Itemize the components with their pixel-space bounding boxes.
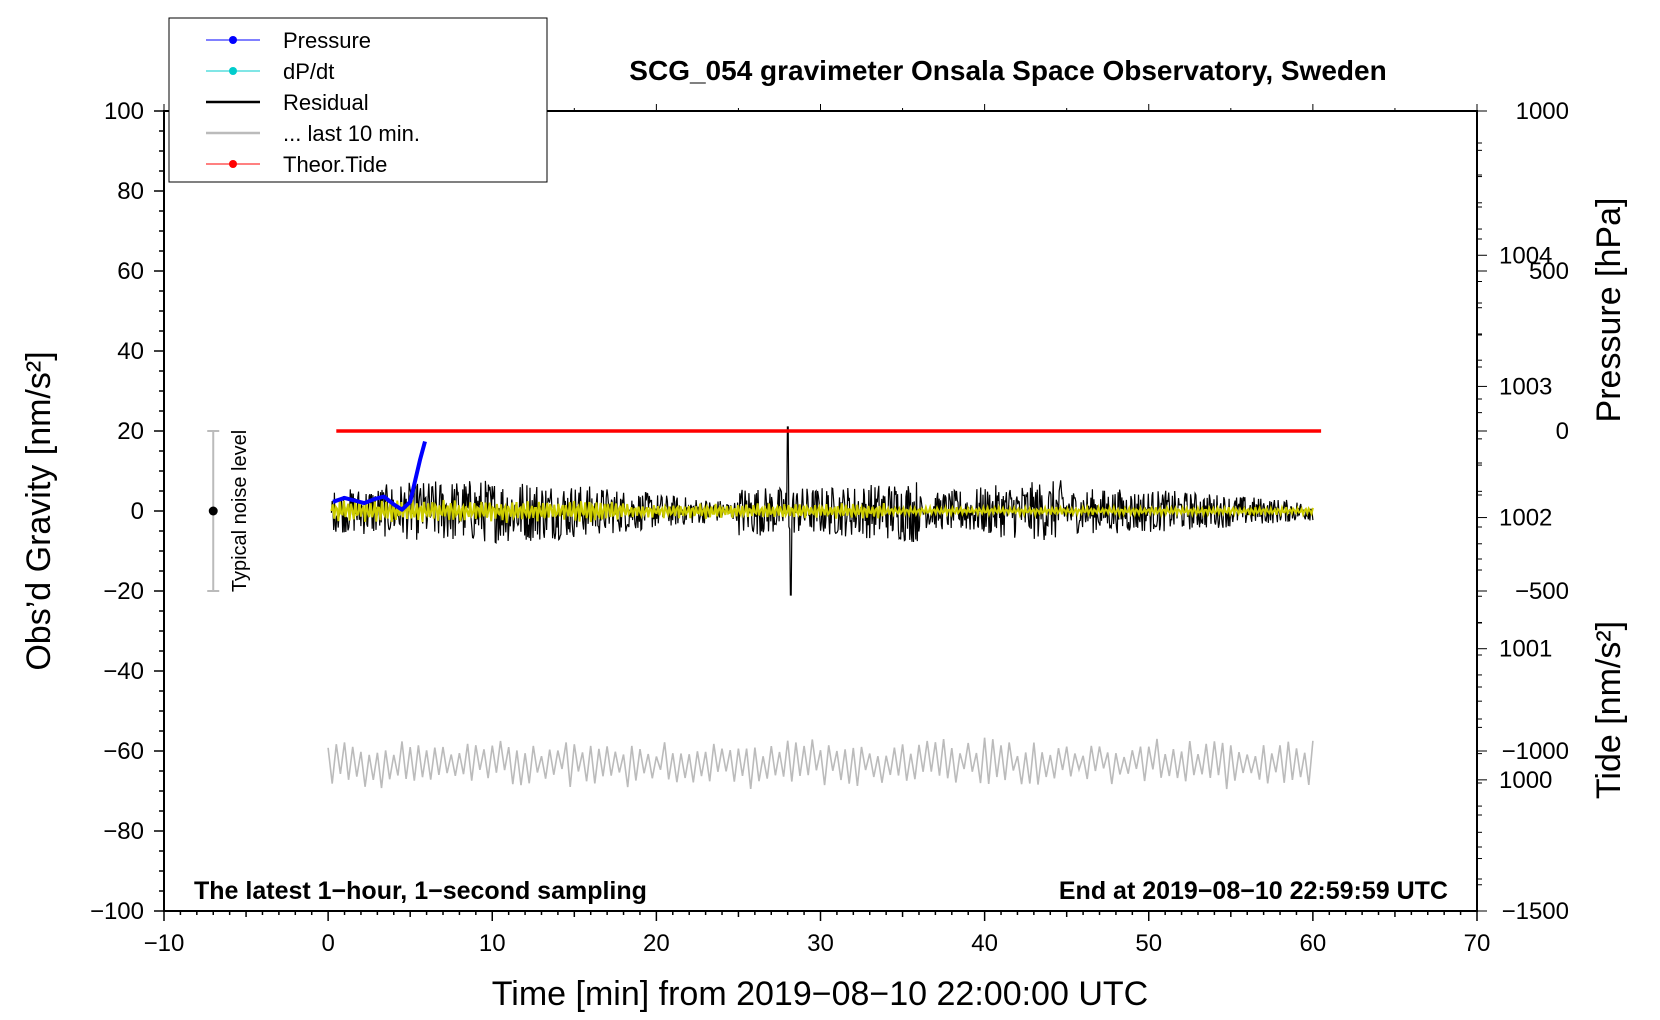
x-tick-label: 60	[1300, 930, 1327, 957]
noise-bar-center-dot	[208, 506, 218, 516]
y-tick-label: −60	[103, 738, 144, 765]
noise-level-label: Typical noise level	[229, 430, 251, 592]
legend-box	[168, 17, 548, 183]
plot-frame	[163, 110, 1478, 912]
y-tick-label: 80	[117, 178, 144, 205]
annotation-bottom-right: End at 2019−08−10 22:59:59 UTC	[1059, 877, 1448, 905]
labels-layer: −10 0 10 20 30 40 50 60 70100806040200−20−40−60−…	[90, 98, 1569, 957]
x-tick-label: 40	[971, 930, 998, 957]
chart-title: SCG_054 gravimeter Onsala Space Observat…	[629, 55, 1386, 86]
pressure-tick-label: 1000	[1499, 767, 1552, 794]
y-tick-label: −80	[103, 818, 144, 845]
y-tick-label: −20	[103, 578, 144, 605]
tide-tick-label: −500	[1515, 578, 1569, 605]
y-axis-label-left: Obs’d Gravity [nm/s²]	[20, 351, 58, 670]
x-tick-label: 0	[321, 930, 334, 957]
x-tick-label: 20	[643, 930, 670, 957]
legend-label: dP/dt	[283, 59, 334, 84]
x-tick-label: 30	[807, 930, 834, 957]
y-tick-label: 20	[117, 418, 144, 445]
y-tick-label: −100	[90, 898, 144, 925]
legend-marker	[229, 36, 237, 44]
y-tick-label: −40	[103, 658, 144, 685]
x-tick-label: 50	[1135, 930, 1162, 957]
tide-tick-label: −1000	[1502, 738, 1569, 765]
tide-tick-label: 1000	[1516, 98, 1569, 125]
legend-marker	[229, 67, 237, 75]
pressure-tick-label: 1004	[1499, 242, 1552, 269]
pressure-tick-label: 1003	[1499, 373, 1552, 400]
y-tick-label: 100	[104, 98, 144, 125]
tide-tick-label: 500	[1529, 258, 1569, 285]
legend-marker	[229, 160, 237, 168]
legend-label: Pressure	[283, 28, 371, 53]
data-layer	[207, 426, 1322, 790]
pressure-tick-label: 1002	[1499, 505, 1552, 532]
tide-tick-label: 0	[1556, 418, 1569, 445]
series-last-10-min-line	[327, 737, 1314, 790]
y-tick-label: 40	[117, 338, 144, 365]
x-tick-label: −10	[144, 930, 185, 957]
pressure-tick-label: 1001	[1499, 636, 1552, 663]
x-axis-label: Time [min] from 2019−08−10 22:00:00 UTC	[492, 975, 1148, 1013]
y-tick-label: 60	[117, 258, 144, 285]
legend-label: Residual	[283, 90, 369, 115]
legend-label: ... last 10 min.	[283, 121, 420, 146]
x-tick-label: 10	[479, 930, 506, 957]
y-axis-label-pressure: Pressure [hPa]	[1590, 198, 1628, 423]
annotation-bottom-left: The latest 1−hour, 1−second sampling	[194, 877, 647, 905]
series-filtered-line	[330, 499, 1314, 523]
y-axis-label-tide: Tide [nm/s²]	[1590, 621, 1628, 799]
legend: Pressure dP/dt Residual ... last 10 min. The…	[168, 17, 548, 183]
x-tick-label: 70	[1464, 930, 1491, 957]
series-pressure-line	[332, 440, 427, 512]
tide-tick-label: −1500	[1502, 898, 1569, 925]
legend-label: Theor.Tide	[283, 152, 387, 177]
y-tick-label: 0	[131, 498, 144, 525]
